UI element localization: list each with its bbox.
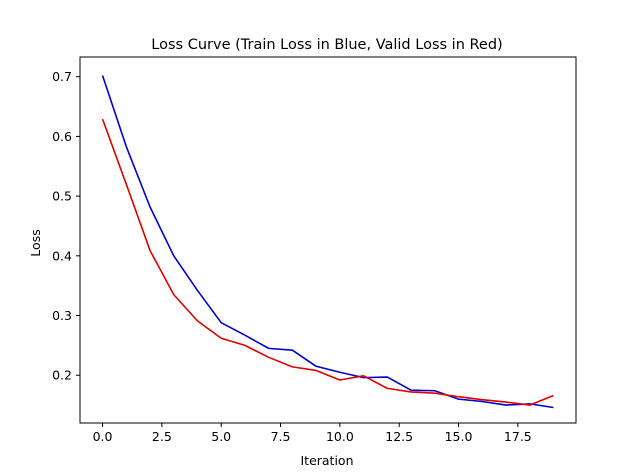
- chart-title: Loss Curve (Train Loss in Blue, Valid Lo…: [151, 37, 502, 53]
- y-tick-label: 0.6: [52, 129, 72, 144]
- x-axis-label: Iteration: [300, 453, 353, 468]
- y-tick-label: 0.7: [52, 69, 72, 84]
- series-line-0: [101, 75, 554, 409]
- y-tick-label: 0.3: [52, 308, 72, 323]
- x-tick-label: 0.0: [93, 429, 113, 444]
- y-tick-label: 0.4: [52, 248, 72, 263]
- x-tick-label: 10.0: [326, 429, 354, 444]
- x-tick-label: 2.5: [152, 429, 172, 444]
- x-tick-label: 15.0: [445, 429, 473, 444]
- series-line-1: [101, 118, 554, 406]
- y-tick-label: 0.2: [52, 368, 72, 383]
- y-axis-label: Loss: [28, 229, 43, 256]
- x-tick-label: 12.5: [385, 429, 413, 444]
- x-tick-label: 7.5: [271, 429, 291, 444]
- plot-frame: [79, 56, 577, 424]
- y-tick-label: 0.5: [52, 189, 72, 204]
- x-tick-label: 17.5: [504, 429, 532, 444]
- x-tick-label: 5.0: [211, 429, 231, 444]
- plot-area: 0.0 2.5 5.0 7.5 10.0 12.5 15.0 17.5 0.2 0.3 0.4 0.5…: [52, 56, 577, 444]
